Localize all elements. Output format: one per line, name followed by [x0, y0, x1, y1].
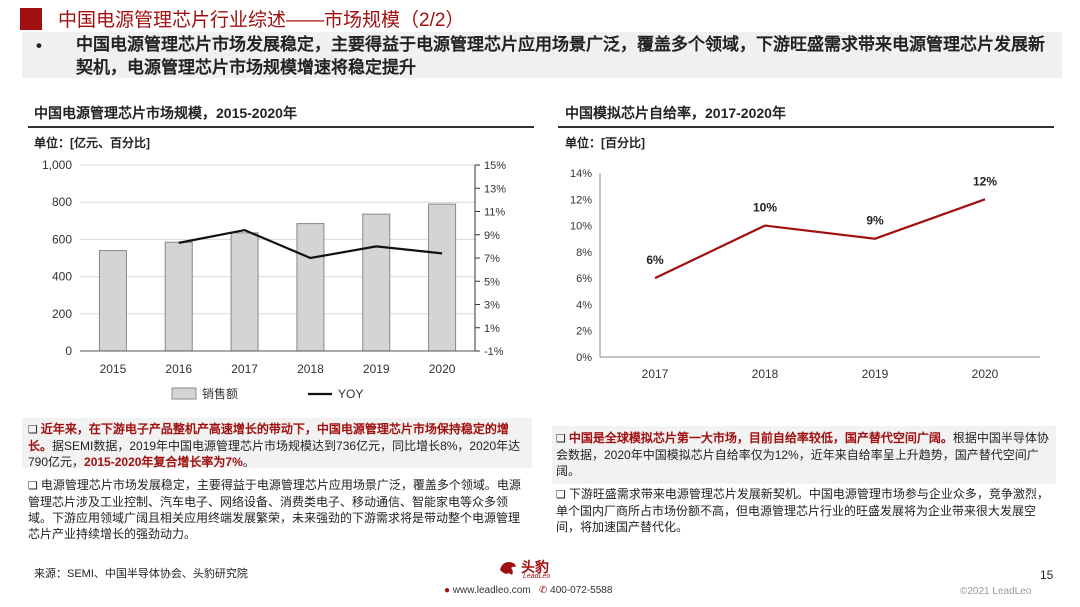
y2-tick-label: 7%	[484, 253, 500, 265]
y-tick-label: 6%	[576, 273, 592, 285]
summary-box	[22, 32, 1062, 78]
leopard-logo-icon	[500, 562, 516, 575]
legend-bar-swatch	[171, 387, 197, 400]
left-chart-unit: 单位：[亿元、百分比]	[34, 136, 150, 150]
bar	[296, 223, 325, 352]
bar	[362, 213, 391, 352]
right-note-2: ❑ 下游旺盛需求带来电源管理芯片发展新契机。中国电源管理市场参与企业众多，竞争激烈…	[556, 486, 1052, 535]
note-bullet-icon: ❑	[28, 479, 38, 492]
x-tick-label: 2020	[972, 367, 999, 381]
right-title-rule	[558, 126, 1054, 128]
right-note-1: ❑ 中国是全球模拟芯片第一大市场，目前自给率较低，国产替代空间广阔。根据中国半导体…	[556, 430, 1052, 479]
right-note-1-text: 根据中国半导体协会数据，2020年中国模拟芯片自给率仅为12%，近年来自给率呈上…	[556, 431, 1049, 478]
right-line-chart: 0% 2% 4% 6% 8% 10% 12% 14% 2017 6% 2018 10% 2019 9% 20…	[570, 168, 1040, 381]
y2-tick-label: 9%	[484, 230, 500, 242]
y2-tick-label: 13%	[484, 183, 506, 195]
bar	[164, 241, 193, 352]
title-accent-block	[20, 8, 42, 30]
y-tick-label: 10%	[570, 221, 592, 233]
yoy-series-line	[178, 228, 443, 260]
left-note-2-text: 电源管理芯片市场发展稳定，主要得益于电源管理芯片应用场景广泛，覆盖多个领域。电源…	[28, 478, 521, 541]
note-bullet-icon: ❑	[556, 432, 566, 445]
data-label: 10%	[753, 201, 777, 215]
y2-tick-label: 3%	[484, 300, 500, 312]
website-link[interactable]: www.leadleo.com	[452, 585, 531, 596]
left-note-1-emphasis: 近年来，在下游电子产品整机产高速增长的带动下，中国电源管理芯片市场保持稳定的增长…	[28, 422, 509, 453]
page-title: 中国电源管理芯片行业综述——市场规模（2/2）	[58, 10, 465, 31]
copyright: ©2021 LeadLeo	[960, 586, 1032, 597]
left-bar-line-chart: 0 200 400 600 800 1,000 -1% 1% 3% 5% 7% 9% 11% 13% 15%…	[42, 158, 506, 401]
note-bullet-icon: ❑	[556, 488, 566, 501]
y2-tick-label: 1%	[484, 323, 500, 335]
x-tick-label: 2019	[363, 362, 390, 376]
x-tick-label: 2019	[862, 367, 889, 381]
y-tick-label: 4%	[576, 299, 592, 311]
x-tick-label: 2015	[100, 362, 127, 376]
legend-line-label: YOY	[338, 387, 363, 401]
source-note: 来源：SEMI、中国半导体协会、头豹研究院	[34, 568, 248, 580]
left-chart-title: 中国电源管理芯片市场规模，2015-2020年	[34, 105, 297, 121]
x-tick-label: 2018	[297, 362, 324, 376]
footer-contact: ● www.leadleo.com ✆ 400-072-5588	[444, 585, 612, 596]
logo-subtitle: LeadLeo	[523, 573, 551, 580]
x-tick-label: 2018	[752, 367, 779, 381]
data-label: 6%	[646, 253, 664, 267]
right-chart-title: 中国模拟芯片自给率，2017-2020年	[565, 105, 786, 121]
logo-name: 头豹	[521, 559, 549, 575]
globe-icon: ●	[444, 585, 451, 596]
x-tick-label: 2016	[165, 362, 192, 376]
right-note-2-text: 下游旺盛需求带来电源管理芯片发展新契机。中国电源管理市场参与企业众多，竞争激烈，…	[556, 487, 1049, 534]
note-bullet-icon: ❑	[28, 423, 38, 436]
y-tick-label: 600	[52, 232, 72, 246]
y-tick-label: 2%	[576, 326, 592, 338]
y-tick-label: 200	[52, 307, 72, 321]
y-tick-label: 0	[65, 344, 72, 358]
y-tick-label: 800	[52, 195, 72, 209]
self-sufficiency-line	[654, 198, 986, 280]
right-note-highlight-box	[552, 426, 1056, 484]
x-tick-label: 2020	[429, 362, 456, 376]
bar	[98, 250, 127, 352]
right-note-1-emphasis: 中国是全球模拟芯片第一大市场，目前自给率较低，国产替代空间广阔。	[568, 431, 953, 445]
data-label: 12%	[973, 174, 997, 188]
left-note-2: ❑ 电源管理芯片市场发展稳定，主要得益于电源管理芯片应用场景广泛，覆盖多个领域。电…	[28, 477, 528, 542]
y-tick-label: 12%	[570, 194, 592, 206]
right-chart-unit: 单位：[百分比]	[565, 136, 645, 150]
summary-bullet: •	[36, 36, 42, 55]
y-tick-label: 1,000	[42, 158, 72, 172]
left-note-1-emphasis-2: 2015-2020年复合增长率为7%	[84, 455, 243, 469]
x-tick-label: 2017	[231, 362, 258, 376]
data-label: 9%	[866, 214, 884, 228]
y2-tick-label: -1%	[484, 346, 504, 358]
y-tick-label: 14%	[570, 168, 592, 180]
legend-bar-label: 销售额	[202, 386, 238, 401]
phone-number: 400-072-5588	[550, 585, 613, 596]
bar	[428, 203, 457, 352]
phone-icon: ✆	[538, 585, 548, 596]
x-tick-label: 2017	[642, 367, 669, 381]
page-number: 15	[1040, 568, 1054, 582]
left-note-1: ❑ 近年来，在下游电子产品整机产高速增长的带动下，中国电源管理芯片市场保持稳定的增…	[28, 421, 528, 470]
y-tick-label: 8%	[576, 247, 592, 259]
summary-text: 中国电源管理芯片市场发展稳定，主要得益于电源管理芯片应用场景广泛，覆盖多个领域，…	[76, 35, 1045, 77]
left-note-1-end: 。	[242, 455, 255, 469]
left-title-rule	[28, 126, 534, 128]
y2-tick-label: 5%	[484, 276, 500, 288]
y2-tick-label: 15%	[484, 160, 506, 172]
left-note-highlight-box	[22, 418, 532, 468]
y-tick-label: 400	[52, 270, 72, 284]
y2-tick-label: 11%	[484, 207, 505, 219]
y-tick-label: 0%	[576, 352, 592, 364]
left-note-1-text: 据SEMI数据，2019年中国电源管理芯片市场规模达到736亿元，同比增长8%，…	[28, 439, 521, 469]
bar	[230, 232, 259, 352]
